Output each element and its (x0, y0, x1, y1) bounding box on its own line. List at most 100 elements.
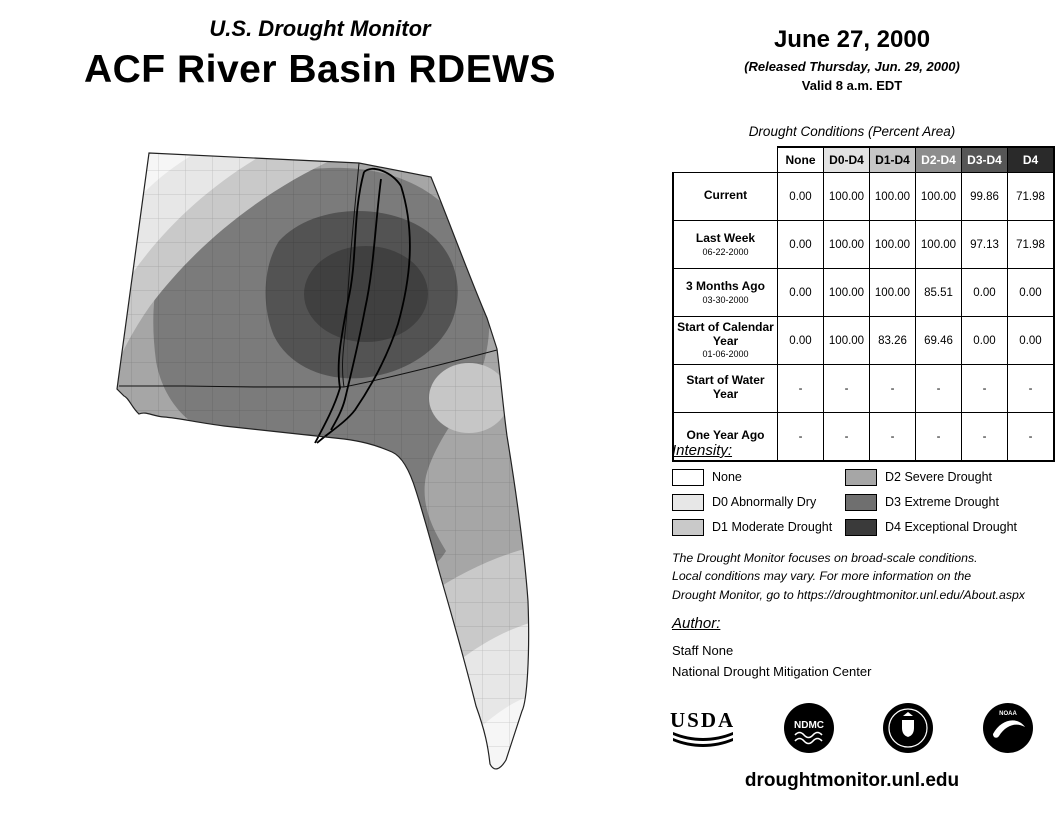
intensity-legend: Intensity: None D0 Abnormally Dry D1 Mod… (672, 442, 1040, 544)
table-cell: 0.00 (777, 316, 824, 365)
table-cell: 100.00 (915, 220, 962, 269)
legend-item-d4: D4 Exceptional Drought (845, 518, 1018, 536)
table-cell: - (823, 412, 870, 462)
row-label-cell: 3 Months Ago 03-30-2000 (672, 268, 778, 317)
drought-map (103, 146, 585, 796)
table-cell: 0.00 (777, 268, 824, 317)
table-cell: - (1007, 412, 1055, 462)
legend-swatch-d4 (845, 518, 877, 536)
disclaimer-line: Drought Monitor, go to https://droughtmo… (672, 587, 1025, 602)
table-cell: - (915, 364, 962, 413)
legend-swatch-d3 (845, 493, 877, 511)
table-cell: 0.00 (961, 316, 1008, 365)
table-corner-cell (673, 147, 778, 173)
row-label: Current (703, 188, 748, 203)
table-cell: 99.86 (961, 172, 1008, 221)
disclaimer-line: The Drought Monitor focuses on broad-sca… (672, 551, 978, 565)
author-organization: National Drought Mitigation Center (672, 664, 872, 679)
table-row: One Year Ago - - - - - - (672, 412, 1055, 462)
row-label-cell: Current (672, 172, 778, 221)
table-cell: 0.00 (961, 268, 1008, 317)
row-label-cell: One Year Ago (672, 412, 778, 462)
legend-label: D1 Moderate Drought (712, 520, 833, 534)
legend-item-d0: D0 Abnormally Dry (672, 493, 845, 511)
table-cell: - (777, 364, 824, 413)
usda-swoosh-icon (672, 731, 733, 747)
table-header-row: None D0-D4 D1-D4 D2-D4 D3-D4 D4 (673, 146, 1055, 173)
legend-item-d2: D2 Severe Drought (845, 468, 1017, 486)
page-title: ACF River Basin RDEWS (83, 48, 557, 91)
column-header-none: None (777, 146, 824, 173)
drought-map-svg (116, 152, 530, 770)
report-date: June 27, 2000 (773, 26, 931, 53)
author-block: Author: Staff None National Drought Miti… (672, 615, 871, 679)
legend-title: Intensity: (672, 442, 733, 459)
table-cell: 0.00 (777, 172, 824, 221)
legend-label: None (712, 470, 742, 484)
legend-item-none: None (672, 468, 845, 486)
table-cell: - (869, 364, 916, 413)
table-cell: - (1007, 364, 1055, 413)
table-row: 3 Months Ago 03-30-2000 0.00 100.00 100.… (672, 268, 1055, 317)
right-header: June 27, 2000 (Released Thursday, Jun. 2… (664, 26, 1040, 93)
table-cell: - (961, 364, 1008, 413)
row-label: 3 Months Ago (686, 278, 765, 293)
table-cell: 69.46 (915, 316, 962, 365)
row-label-cell: Start of Calendar Year 01-06-2000 (672, 316, 778, 365)
table-cell: 100.00 (823, 220, 870, 269)
ndmc-logo-icon: NDMC (783, 703, 834, 753)
legend-swatch-d2 (845, 468, 877, 486)
table-cell: - (869, 412, 916, 462)
row-label: Start of Water Year (686, 373, 765, 401)
legend-swatch-none (672, 468, 704, 486)
map-region-outline (116, 152, 530, 770)
table-cell: 83.26 (869, 316, 916, 365)
row-label: Start of Calendar Year (677, 319, 774, 348)
row-label: One Year Ago (686, 428, 765, 443)
map-basin-outline (314, 167, 411, 444)
left-header: U.S. Drought Monitor ACF River Basin RDE… (0, 16, 640, 92)
valid-time: Valid 8 a.m. EDT (801, 78, 903, 93)
table-cell: 100.00 (915, 172, 962, 221)
column-header-d0-d4: D0-D4 (823, 146, 870, 173)
usda-logo-text: USDA (670, 707, 736, 732)
table-cell: 0.00 (1007, 316, 1055, 365)
table-cell: - (915, 412, 962, 462)
legend-swatch-d1 (672, 518, 704, 536)
table-cell: 100.00 (869, 268, 916, 317)
table-cell: 100.00 (823, 268, 870, 317)
table-row: Last Week 06-22-2000 0.00 100.00 100.00 … (672, 220, 1055, 269)
noaa-logo-icon: NOAA (982, 703, 1033, 753)
noaa-logo-text: NOAA (999, 711, 1017, 717)
table-title: Drought Conditions (Percent Area) (748, 124, 956, 139)
map-shading (117, 153, 529, 769)
author-name: Staff None (672, 643, 734, 658)
table-cell: 0.00 (777, 220, 824, 269)
legend-item-d3: D3 Extreme Drought (845, 493, 1017, 511)
table-row: Start of Water Year - - - - - - (672, 364, 1055, 413)
table-cell: - (823, 364, 870, 413)
table-row: Current 0.00 100.00 100.00 100.00 99.86 … (672, 172, 1055, 221)
table-cell: 71.98 (1007, 220, 1055, 269)
row-date: 06-22-2000 (702, 246, 749, 257)
legend-label: D2 Severe Drought (885, 470, 993, 484)
table-cell: 71.98 (1007, 172, 1055, 221)
noaa-logo: NOAA (982, 702, 1034, 754)
program-title: U.S. Drought Monitor (209, 16, 431, 41)
agency-seal-logo (882, 702, 934, 754)
disclaimer-text: The Drought Monitor focuses on broad-sca… (672, 549, 1044, 604)
column-header-d4: D4 (1007, 146, 1055, 173)
table-cell: 100.00 (823, 172, 870, 221)
logos-row: USDA NDMC NOAA (664, 698, 1040, 758)
row-date: 01-06-2000 (702, 349, 749, 360)
legend-label: D4 Exceptional Drought (885, 520, 1018, 534)
usda-logo: USDA (670, 707, 736, 747)
legend-swatch-d0 (672, 493, 704, 511)
row-label-cell: Start of Water Year (672, 364, 778, 413)
column-header-d3-d4: D3-D4 (961, 146, 1008, 173)
table-cell: 100.00 (823, 316, 870, 365)
legend-label: D3 Extreme Drought (885, 495, 999, 509)
row-date: 03-30-2000 (702, 294, 749, 305)
released-date: (Released Thursday, Jun. 29, 2000) (744, 59, 960, 74)
author-heading: Author: (672, 615, 721, 632)
